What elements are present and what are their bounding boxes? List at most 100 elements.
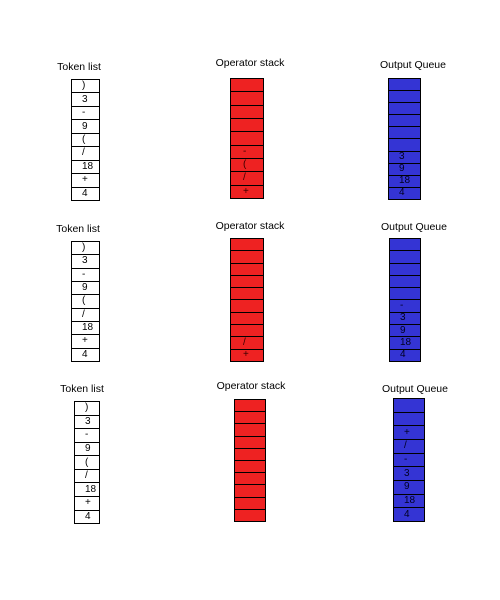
queue-cell [390, 276, 420, 289]
token-cell: 4 [82, 348, 88, 360]
token-cell: + [72, 174, 99, 188]
stack-cell [235, 424, 265, 437]
token-cell: 4 [85, 510, 91, 522]
queue-cell [390, 239, 420, 252]
stack-cell [231, 106, 263, 119]
stack-cell [235, 510, 265, 521]
operator-stack-title: Operator stack [215, 220, 285, 232]
stack-cell: - [231, 146, 263, 159]
token-cell: ( [75, 456, 99, 470]
stack-cell [231, 79, 263, 93]
stack-cell [231, 313, 263, 326]
token-cell: 9 [75, 443, 99, 457]
operator-stack: -(/ + [230, 78, 264, 199]
queue-cell: 4 [399, 187, 405, 199]
output-queue-title: Output Queue [380, 59, 446, 71]
stack-cell [235, 400, 265, 413]
queue-cell [390, 288, 420, 301]
queue-cell [389, 127, 420, 140]
stack-cell [231, 92, 263, 106]
token-list-title: Token list [60, 383, 104, 395]
stack-cell: / [231, 172, 263, 186]
token-cell: 18 [72, 161, 99, 175]
stack-cell [231, 288, 263, 301]
stack-cell [231, 276, 263, 289]
token-cell: 9 [72, 282, 99, 296]
operator-stack-title: Operator stack [215, 57, 285, 69]
queue-cell [389, 139, 420, 152]
stack-cell: + [243, 185, 249, 197]
stack-cell: ( [231, 159, 263, 173]
token-cell: 18 [75, 483, 99, 497]
token-cell: 9 [72, 120, 99, 134]
token-cell: + [75, 497, 99, 511]
token-cell: ( [72, 134, 99, 148]
token-list-title: Token list [56, 223, 100, 235]
token-cell: - [72, 269, 99, 282]
stack-cell [231, 300, 263, 313]
queue-cell: 4 [404, 508, 410, 520]
queue-cell [390, 251, 420, 264]
token-cell: 4 [82, 187, 88, 199]
token-cell: ) [72, 242, 99, 256]
queue-cell [394, 413, 424, 427]
token-list: ) 3-9(/18 +4 [71, 241, 100, 362]
token-cell: 18 [72, 322, 99, 336]
queue-cell: 18 [394, 495, 424, 509]
token-cell: 3 [75, 416, 99, 430]
queue-cell [389, 79, 420, 92]
queue-cell: 9 [394, 481, 424, 495]
token-list: ) 3-9(/18 +4 [71, 79, 100, 201]
queue-cell [389, 103, 420, 116]
token-cell: / [72, 309, 99, 322]
queue-cell [389, 115, 420, 128]
queue-cell: 3 [390, 313, 420, 326]
stack-cell [235, 485, 265, 498]
token-cell: + [72, 335, 99, 349]
token-cell: ( [72, 295, 99, 309]
stack-cell [235, 461, 265, 474]
stack-cell: + [243, 349, 249, 361]
operator-stack: / + [230, 238, 264, 362]
queue-cell: 9 [390, 325, 420, 338]
token-cell: ) [72, 80, 99, 94]
output-queue-title: Output Queue [381, 221, 447, 233]
token-cell: - [72, 107, 99, 121]
queue-cell: 3 [389, 152, 420, 164]
stack-cell [235, 473, 265, 486]
output-queue: 3 9 18 4 [388, 78, 421, 200]
queue-cell: 4 [400, 349, 406, 361]
queue-cell: 18 [390, 337, 420, 350]
queue-cell [390, 264, 420, 276]
token-cell: ) [75, 402, 99, 416]
stack-cell [235, 498, 265, 510]
queue-cell [389, 91, 420, 104]
output-queue: -3 9 18 4 [389, 238, 421, 362]
operator-stack [234, 399, 266, 522]
stack-cell [235, 412, 265, 425]
queue-cell: + [394, 426, 424, 441]
token-cell: / [75, 470, 99, 484]
queue-cell [394, 399, 424, 413]
queue-cell: 9 [389, 164, 420, 176]
queue-cell: 3 [394, 467, 424, 482]
token-cell: / [72, 147, 99, 161]
token-list-title: Token list [57, 61, 101, 73]
operator-stack-title: Operator stack [216, 380, 286, 392]
token-list: ) 3-9(/18 +4 [74, 401, 100, 524]
stack-cell [231, 325, 263, 338]
token-cell: - [75, 429, 99, 443]
token-cell: 3 [72, 93, 99, 107]
stack-cell [235, 449, 265, 462]
token-cell: 3 [72, 255, 99, 269]
output-queue-title: Output Queue [382, 383, 448, 395]
queue-cell: / [394, 440, 424, 454]
stack-cell [231, 251, 263, 264]
stack-cell: / [231, 337, 263, 350]
stack-cell [231, 239, 263, 252]
stack-cell [231, 132, 263, 146]
queue-cell: - [394, 454, 424, 468]
output-queue: + / -3 9 18 4 [393, 398, 425, 522]
stack-cell [231, 119, 263, 133]
stack-cell [231, 264, 263, 276]
